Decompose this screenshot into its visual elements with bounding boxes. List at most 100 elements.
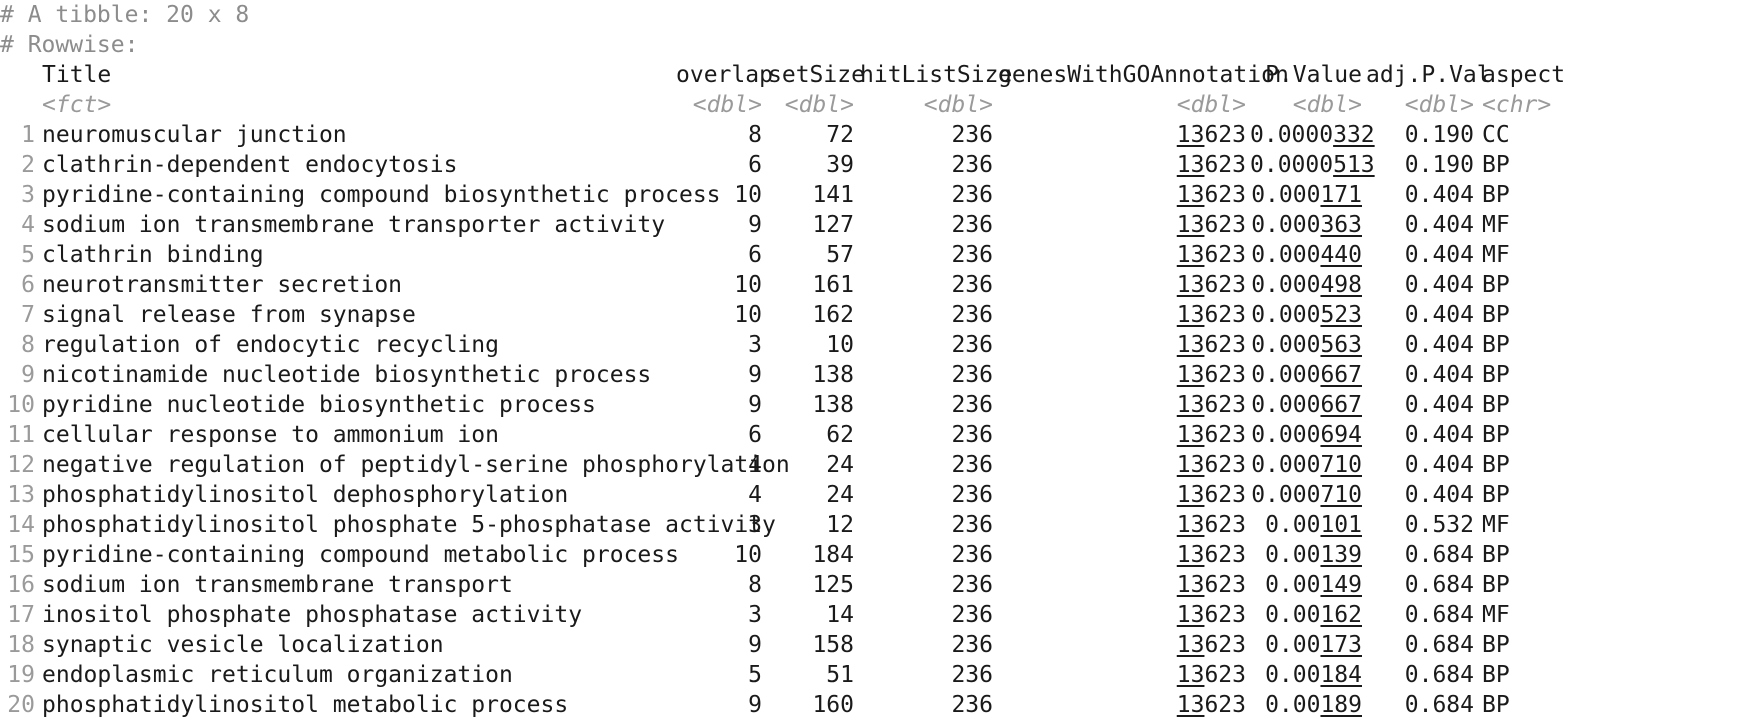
cell-title: endoplasmic reticulum organization	[42, 662, 513, 688]
cell-hitListSize: 236	[951, 152, 993, 178]
cell-title: clathrin binding	[42, 242, 264, 268]
column-header-row: Title overlap setSize hitListSize genesWithG…	[0, 60, 1758, 90]
cell-title: pyridine nucleotide biosynthetic process	[42, 392, 596, 418]
cell-overlap: 3	[748, 602, 762, 628]
cell-pvalue: 0.000563	[1251, 332, 1362, 358]
cell-setSize: 141	[812, 182, 854, 208]
cell-hitListSize: 236	[951, 542, 993, 568]
column-type-row: <fct> <dbl> <dbl> <dbl> <dbl> <dbl> <dbl> <chr>	[0, 90, 1758, 120]
cell-overlap: 9	[748, 212, 762, 238]
table-row: 18 synaptic vesicle localization 9 158 236 13…	[0, 630, 1758, 660]
cell-overlap: 6	[748, 152, 762, 178]
cell-title: synaptic vesicle localization	[42, 632, 444, 658]
tibble-comment: # Rowwise:	[0, 32, 139, 58]
cell-adjp: 0.684	[1404, 632, 1474, 658]
cell-title: sodium ion transmembrane transport	[42, 572, 513, 598]
cell-title: pyridine-containing compound metabolic p…	[42, 542, 679, 568]
cell-hitListSize: 236	[951, 602, 993, 628]
table-row: 11 cellular response to ammonium ion 6 62 23…	[0, 420, 1758, 450]
cell-genes: 13623	[1176, 242, 1246, 268]
cell-genes: 13623	[1176, 392, 1246, 418]
cell-adjp: 0.404	[1404, 272, 1474, 298]
cell-genes: 13623	[1176, 452, 1246, 478]
table-row: 10 pyridine nucleotide biosynthetic proce…	[0, 390, 1758, 420]
column-header: P.Value	[1265, 62, 1362, 88]
cell-genes: 13623	[1176, 212, 1246, 238]
table-row: 4 sodium ion transmembrane transporter ac…	[0, 210, 1758, 240]
row-number: 14	[7, 512, 35, 538]
cell-genes: 13623	[1176, 602, 1246, 628]
cell-genes: 13623	[1176, 182, 1246, 208]
cell-pvalue: 0.000667	[1251, 392, 1362, 418]
column-type: <dbl>	[692, 92, 762, 118]
cell-adjp: 0.532	[1404, 512, 1474, 538]
cell-hitListSize: 236	[951, 662, 993, 688]
table-row: 1 neuromuscular junction 8 72 236 13623 0.0000…	[0, 120, 1758, 150]
cell-adjp: 0.404	[1404, 392, 1474, 418]
cell-adjp: 0.404	[1404, 452, 1474, 478]
cell-overlap: 10	[734, 542, 762, 568]
cell-adjp: 0.404	[1404, 302, 1474, 328]
cell-pvalue: 0.0000332	[1250, 122, 1375, 148]
cell-pvalue: 0.000523	[1251, 302, 1362, 328]
cell-title: phosphatidylinositol dephosphorylation	[42, 482, 569, 508]
cell-aspect: MF	[1482, 242, 1510, 268]
cell-setSize: 127	[812, 212, 854, 238]
row-number: 15	[7, 542, 35, 568]
cell-aspect: BP	[1482, 662, 1510, 688]
cell-overlap: 4	[748, 482, 762, 508]
cell-genes: 13623	[1176, 422, 1246, 448]
cell-hitListSize: 236	[951, 212, 993, 238]
cell-hitListSize: 236	[951, 572, 993, 598]
cell-aspect: MF	[1482, 512, 1510, 538]
row-number: 19	[7, 662, 35, 688]
cell-overlap: 6	[748, 422, 762, 448]
column-type: <dbl>	[1176, 92, 1246, 118]
cell-overlap: 10	[734, 302, 762, 328]
cell-aspect: BP	[1482, 392, 1510, 418]
column-type: <dbl>	[1292, 92, 1362, 118]
cell-hitListSize: 236	[951, 122, 993, 148]
cell-overlap: 4	[748, 452, 762, 478]
cell-aspect: BP	[1482, 422, 1510, 448]
row-number: 2	[21, 152, 35, 178]
cell-aspect: BP	[1482, 542, 1510, 568]
cell-overlap: 6	[748, 242, 762, 268]
cell-hitListSize: 236	[951, 362, 993, 388]
cell-title: cellular response to ammonium ion	[42, 422, 499, 448]
cell-pvalue: 0.00162	[1265, 602, 1362, 628]
table-row: 9 nicotinamide nucleotide biosynthetic pr…	[0, 360, 1758, 390]
row-number: 6	[21, 272, 35, 298]
cell-setSize: 138	[812, 392, 854, 418]
cell-pvalue: 0.00184	[1265, 662, 1362, 688]
row-number: 8	[21, 332, 35, 358]
cell-overlap: 3	[748, 512, 762, 538]
cell-setSize: 12	[826, 512, 854, 538]
column-type: <dbl>	[923, 92, 993, 118]
cell-aspect: BP	[1482, 152, 1510, 178]
cell-setSize: 160	[812, 692, 854, 718]
cell-adjp: 0.404	[1404, 212, 1474, 238]
cell-title: phosphatidylinositol metabolic process	[42, 692, 569, 718]
cell-aspect: BP	[1482, 572, 1510, 598]
cell-setSize: 161	[812, 272, 854, 298]
cell-overlap: 9	[748, 392, 762, 418]
cell-adjp: 0.404	[1404, 482, 1474, 508]
row-number: 13	[7, 482, 35, 508]
row-number: 3	[21, 182, 35, 208]
cell-pvalue: 0.000694	[1251, 422, 1362, 448]
cell-hitListSize: 236	[951, 632, 993, 658]
cell-adjp: 0.404	[1404, 242, 1474, 268]
cell-genes: 13623	[1176, 542, 1246, 568]
cell-aspect: BP	[1482, 182, 1510, 208]
cell-genes: 13623	[1176, 122, 1246, 148]
cell-overlap: 8	[748, 572, 762, 598]
cell-setSize: 14	[826, 602, 854, 628]
row-number: 5	[21, 242, 35, 268]
table-row: 12 negative regulation of peptidyl-serine…	[0, 450, 1758, 480]
table-row: 17 inositol phosphate phosphatase activit…	[0, 600, 1758, 630]
row-number: 11	[7, 422, 35, 448]
cell-pvalue: 0.000363	[1251, 212, 1362, 238]
cell-pvalue: 0.00101	[1265, 512, 1362, 538]
cell-aspect: BP	[1482, 632, 1510, 658]
